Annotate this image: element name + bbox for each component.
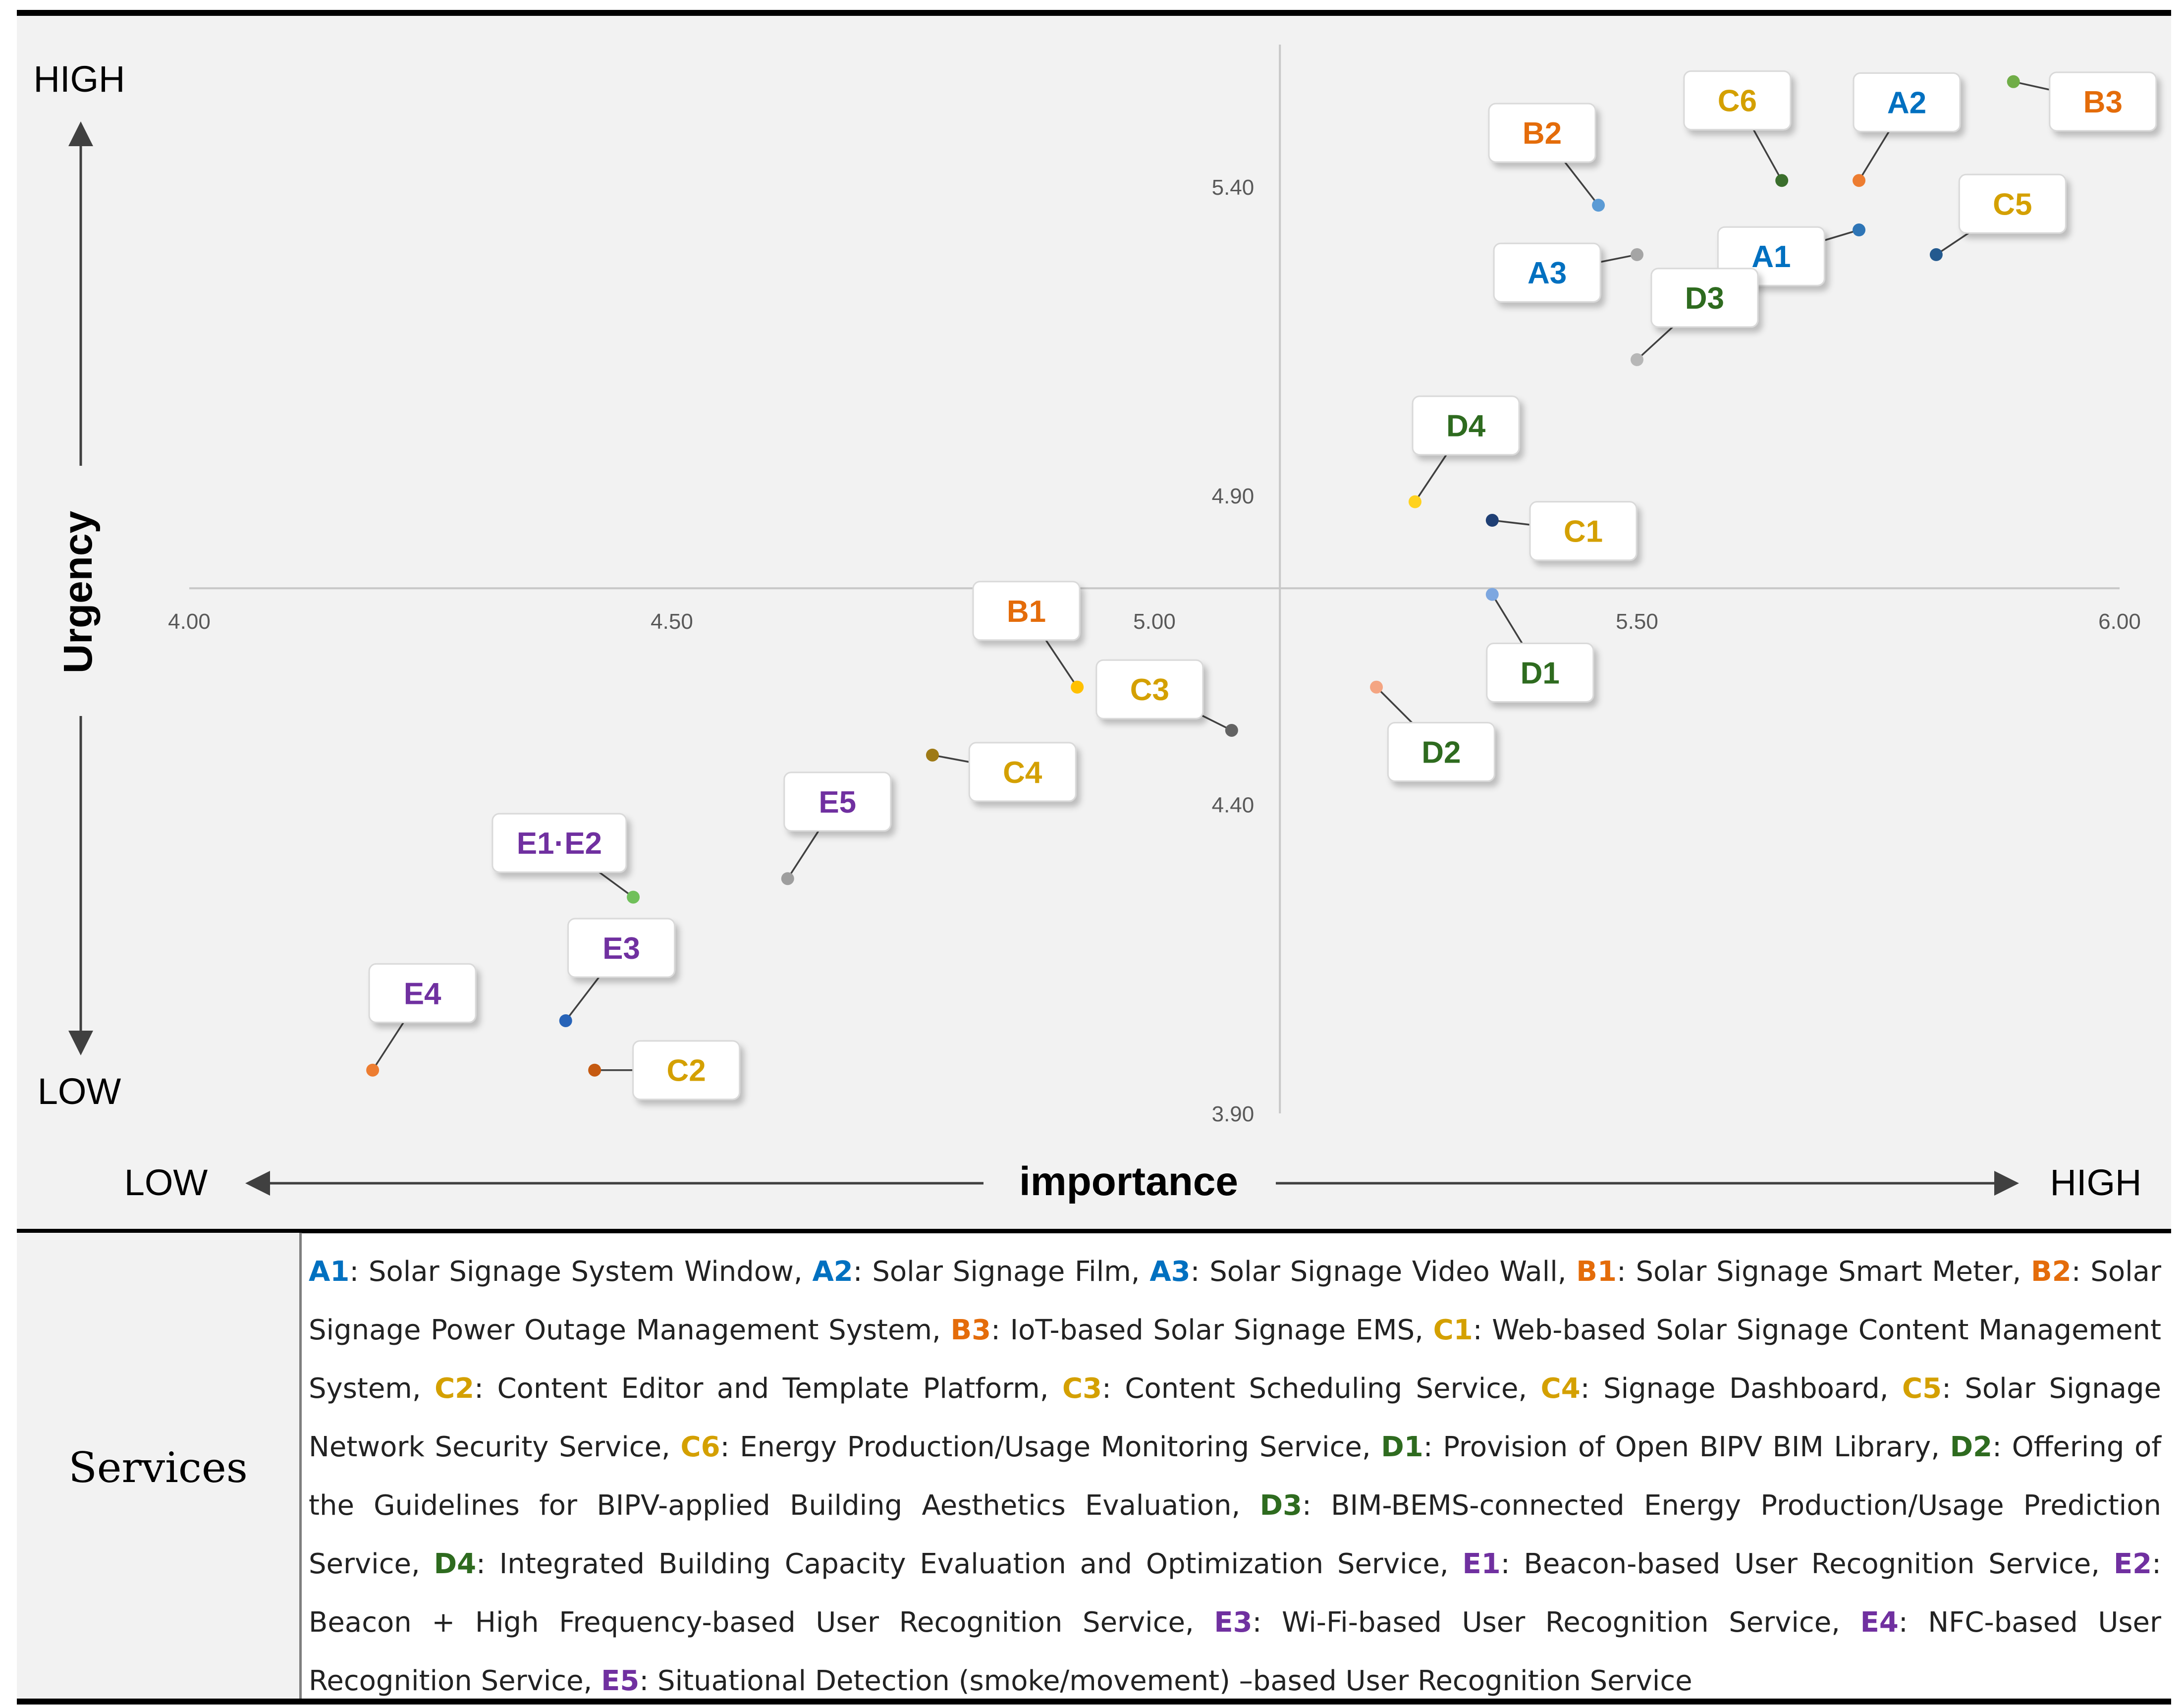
plot-background xyxy=(17,16,2171,1229)
bottom-rule xyxy=(17,1699,2171,1705)
y-axis-title: Urgency xyxy=(55,511,101,674)
x-tick-label: 5.00 xyxy=(1133,609,1176,634)
service-code: C4 xyxy=(1541,1373,1581,1405)
services-heading: Services xyxy=(17,1233,299,1702)
data-point xyxy=(1225,724,1238,737)
data-point xyxy=(1409,495,1421,508)
service-description: : Signage Dashboard, xyxy=(1581,1373,1902,1405)
services-descriptions: A1: Solar Signage System Window, A2: Sol… xyxy=(299,1233,2171,1702)
service-code: D2 xyxy=(1950,1431,1992,1463)
service-code: E3 xyxy=(1214,1606,1252,1639)
service-description: : Integrated Building Capacity Evaluatio… xyxy=(476,1548,1462,1580)
service-description: : Energy Production/Usage Monitoring Ser… xyxy=(720,1431,1381,1463)
point-label: C5 xyxy=(1993,187,2032,221)
point-label: B2 xyxy=(1523,116,1562,151)
x-tick-label: 5.50 xyxy=(1616,609,1658,634)
y-tick-label: 5.40 xyxy=(1212,175,1255,200)
point-label: C3 xyxy=(1130,673,1169,707)
service-code: A1 xyxy=(309,1256,349,1288)
service-code: B1 xyxy=(1576,1256,1617,1288)
y-tick-label: 4.90 xyxy=(1212,484,1255,508)
point-label: C4 xyxy=(1003,756,1042,790)
point-label: B3 xyxy=(2083,85,2123,119)
point-label: E5 xyxy=(819,785,856,820)
service-code: D1 xyxy=(1381,1431,1423,1463)
y-high-label: HIGH xyxy=(34,58,125,100)
data-point xyxy=(1631,353,1643,366)
services-legend: Services A1: Solar Signage System Window… xyxy=(0,1233,2184,1706)
figure-root: 4.00 4.50 5.00 5.50 6.00 3.90 4.40 4.90 5.40 A1 A… xyxy=(0,0,2184,1706)
service-description: : Situational Detection (smoke/movement)… xyxy=(639,1665,1692,1697)
x-tick-label: 4.00 xyxy=(168,609,211,634)
data-point xyxy=(588,1064,601,1077)
service-code: E5 xyxy=(601,1665,639,1697)
service-code: B2 xyxy=(2031,1256,2072,1288)
data-point xyxy=(1631,248,1643,261)
service-code: C2 xyxy=(435,1373,474,1405)
point-label: E4 xyxy=(404,977,441,1011)
point-label: D1 xyxy=(1521,657,1560,691)
data-point xyxy=(366,1064,379,1077)
service-code: C6 xyxy=(681,1431,720,1463)
data-point xyxy=(1853,174,1865,187)
service-description: : Provision of Open BIPV BIM Library, xyxy=(1423,1431,1950,1463)
point-label: D3 xyxy=(1685,281,1724,316)
service-description: : Solar Signage Smart Meter, xyxy=(1617,1256,2031,1288)
data-point xyxy=(1853,223,1865,236)
service-code: E1 xyxy=(1463,1548,1501,1580)
point-label: A3 xyxy=(1528,256,1567,290)
service-code: E2 xyxy=(2114,1548,2152,1580)
point-label: D4 xyxy=(1446,409,1486,443)
service-code: C1 xyxy=(1433,1314,1473,1346)
service-code: B3 xyxy=(950,1314,991,1346)
x-tick-label: 4.50 xyxy=(651,609,693,634)
point-label: D2 xyxy=(1421,736,1461,770)
service-description: : Content Editor and Template Platform, xyxy=(474,1373,1062,1405)
point-label: B1 xyxy=(1007,595,1046,629)
data-point xyxy=(559,1014,572,1027)
data-point xyxy=(1370,681,1383,694)
service-description: : IoT-based Solar Signage EMS, xyxy=(991,1314,1433,1346)
service-code: C5 xyxy=(1902,1373,1942,1405)
data-point xyxy=(1486,588,1499,601)
service-code: A2 xyxy=(812,1256,853,1288)
point-label: A2 xyxy=(1887,86,1926,120)
data-point xyxy=(627,891,640,904)
data-point xyxy=(781,872,794,885)
priority-matrix-chart: 4.00 4.50 5.00 5.50 6.00 3.90 4.40 4.90 5.40 A1 A… xyxy=(0,0,2184,1229)
data-point xyxy=(1486,514,1499,527)
service-description: : Solar Signage System Window, xyxy=(349,1256,812,1288)
service-description: : Content Scheduling Service, xyxy=(1102,1373,1541,1405)
x-tick-label: 6.00 xyxy=(2098,609,2141,634)
point-label: C6 xyxy=(1718,84,1757,118)
service-description: : Solar Signage Film, xyxy=(853,1256,1150,1288)
service-code: A3 xyxy=(1149,1256,1190,1288)
service-description: : Wi-Fi-based User Recognition Service, xyxy=(1253,1606,1860,1639)
service-code: E4 xyxy=(1860,1606,1899,1639)
service-description: : Solar Signage Video Wall, xyxy=(1191,1256,1577,1288)
y-tick-label: 3.90 xyxy=(1212,1102,1255,1126)
data-point xyxy=(926,749,939,762)
data-point xyxy=(1775,174,1788,187)
point-label: C2 xyxy=(667,1054,706,1088)
data-point xyxy=(1592,199,1605,212)
point-label: A1 xyxy=(1751,240,1791,274)
y-tick-label: 4.40 xyxy=(1212,793,1255,818)
service-code: D4 xyxy=(434,1548,476,1580)
x-axis-title: importance xyxy=(1019,1159,1238,1204)
data-point xyxy=(1930,248,1943,261)
x-low-label: LOW xyxy=(124,1162,208,1203)
service-code: D3 xyxy=(1260,1489,1302,1522)
point-label: E1·E2 xyxy=(517,826,602,861)
service-description: : Beacon-based User Recognition Service, xyxy=(1501,1548,2114,1580)
point-label: E3 xyxy=(602,932,640,966)
data-point xyxy=(2007,75,2020,88)
service-code: C3 xyxy=(1062,1373,1102,1405)
point-label: C1 xyxy=(1564,515,1603,549)
y-low-label: LOW xyxy=(38,1071,121,1112)
x-high-label: HIGH xyxy=(2050,1162,2142,1203)
data-point xyxy=(1071,681,1084,694)
